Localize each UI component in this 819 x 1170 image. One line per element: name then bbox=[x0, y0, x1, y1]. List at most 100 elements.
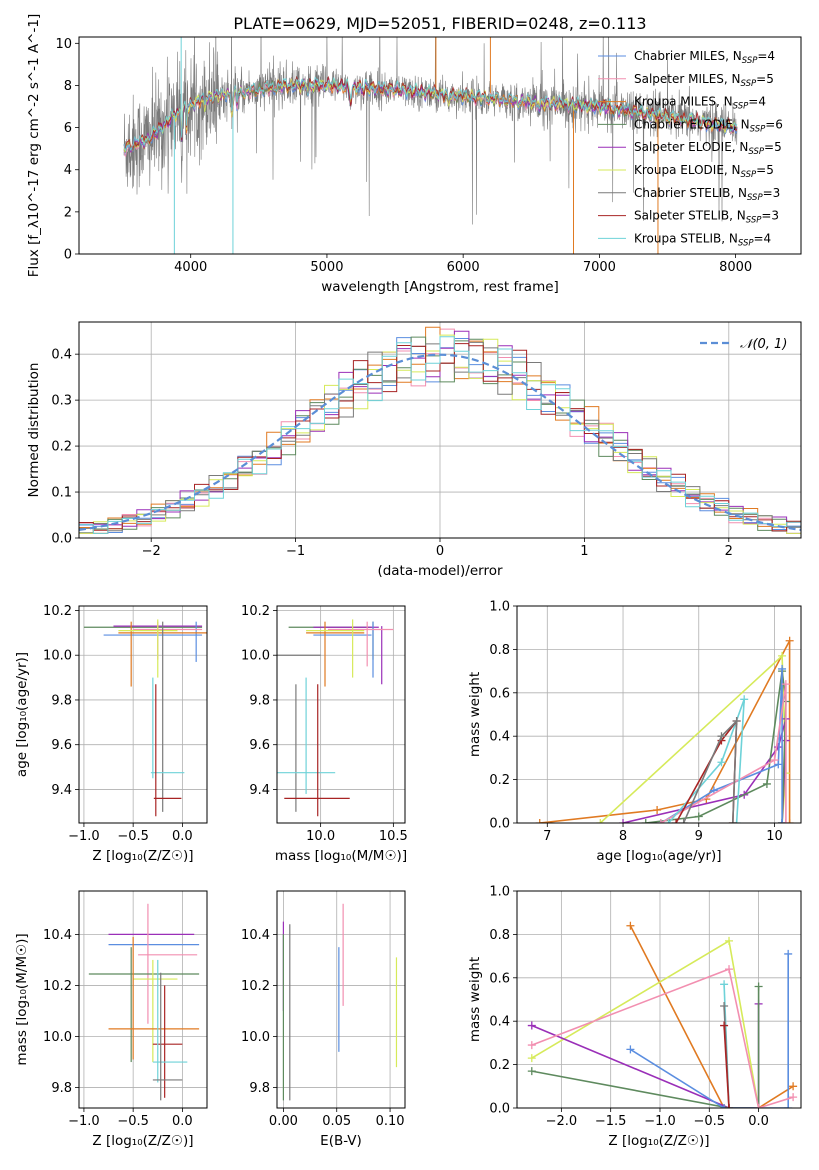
legend-label-chabrier_miles: Chabrier MILES, NSSP=4 bbox=[634, 49, 775, 66]
x-tick-label: 0.10 bbox=[376, 1114, 405, 1129]
x-axis-label: Z [log₁₀(Z/Z☉)] bbox=[608, 1133, 709, 1149]
x-tick-label: 0.0 bbox=[172, 1114, 193, 1129]
series-point-kroupa_miles bbox=[653, 805, 662, 814]
residuals-axes: −2 −1 0 1 2 0.0 0.1 0.2 0.3 0.4 (data-model)/error… bbox=[26, 321, 802, 579]
x-tick-label: 10.0 bbox=[306, 829, 335, 844]
series-line-chabrier_stelib bbox=[682, 718, 738, 823]
series-point-chabrier_miles bbox=[774, 760, 783, 769]
series-point-chabrier_miles bbox=[720, 1104, 729, 1108]
series-line-chabrier_elodie bbox=[645, 670, 787, 823]
series-point-kroupa_elodie bbox=[596, 819, 605, 823]
series-point-kroupa_miles bbox=[785, 819, 794, 823]
x-axis-label: (data-model)/error bbox=[377, 563, 503, 579]
x-axis-label: age [log₁₀(age/yr)] bbox=[596, 848, 721, 864]
y-tick-label: 0.0 bbox=[489, 817, 510, 832]
x-tick-label: 0.05 bbox=[322, 1114, 351, 1129]
y-tick-label: 0.2 bbox=[489, 773, 510, 788]
x-tick-label: 10 bbox=[766, 829, 783, 844]
y-tick-label: 0 bbox=[64, 248, 72, 263]
series-point-chabrier_miles bbox=[784, 949, 793, 958]
y-tick-label: 10 bbox=[55, 37, 72, 52]
series-point-kroupa_miles bbox=[626, 921, 635, 930]
y-tick-label: 10.4 bbox=[43, 928, 72, 943]
x-tick-label: −0.5 bbox=[117, 1114, 149, 1129]
x-tick-label: −2 bbox=[142, 544, 161, 559]
age_vs_mass-frame bbox=[276, 605, 406, 824]
series-point-chabrier_miles bbox=[784, 1104, 793, 1108]
series-point-kroupa_stelib bbox=[664, 819, 673, 823]
series-line-chabrier_miles bbox=[629, 953, 789, 1108]
spectrum-axes: 4000 5000 6000 7000 8000 0 2 4 6 8 10 wavelength [A… bbox=[26, 14, 802, 295]
x-tick-label: 6000 bbox=[447, 260, 480, 275]
y-tick-label: 10.0 bbox=[241, 1030, 270, 1045]
series-point-salpeter_stelib bbox=[725, 1104, 734, 1108]
series-point-kroupa_miles bbox=[535, 819, 544, 823]
series-point-chabrier_elodie bbox=[694, 812, 703, 821]
legend-label-salpeter_elodie: Salpeter ELODIE, NSSP=5 bbox=[634, 140, 782, 157]
x-tick-label: −0.5 bbox=[117, 829, 149, 844]
x-tick-label: 8000 bbox=[719, 260, 752, 275]
weight_vs_Z-plot-area bbox=[527, 921, 798, 1108]
residuals-plot-area bbox=[79, 326, 801, 534]
spectrum-frame bbox=[78, 36, 802, 255]
y-tick-label: 0.8 bbox=[489, 928, 510, 943]
age_vs_mass-axes: 10.0 10.5 9.4 9.6 9.8 10.0 10.2 mass [log₁₀(M/M… bbox=[241, 604, 408, 864]
y-tick-label: 0.2 bbox=[489, 1058, 510, 1073]
y-tick-label: 0.4 bbox=[489, 730, 510, 745]
x-axis-label: Z [log₁₀(Z/Z☉)] bbox=[92, 848, 193, 864]
legend-label-salpeter_stelib: Salpeter STELIB, NSSP=3 bbox=[634, 209, 779, 226]
x-tick-label: 7000 bbox=[583, 260, 616, 275]
y-axis-label: Flux [f_λ10^-17 erg cm^-2 s^-1 A^-1] bbox=[26, 14, 42, 277]
x-axis-label: mass [log₁₀(M/M☉)] bbox=[275, 848, 407, 864]
weight_vs_Z-axes: −2.0 −1.5 −1.0 −0.5 0.0 0.0 0.2 0.4 0.6 0.8 1.0 Z [… bbox=[467, 885, 802, 1149]
series-point-kroupa_elodie bbox=[725, 936, 734, 945]
series-point-chabrier_stelib bbox=[732, 717, 741, 726]
gaussian-legend-label: 𝒩(0, 1) bbox=[740, 337, 787, 352]
age_vs_Z-frame bbox=[78, 605, 208, 824]
y-tick-label: 8 bbox=[64, 79, 72, 94]
series-line-salpeter_miles bbox=[531, 968, 794, 1108]
y-tick-label: 9.6 bbox=[51, 738, 72, 753]
y-tick-label: 6 bbox=[64, 121, 72, 136]
x-tick-label: 10.5 bbox=[379, 829, 408, 844]
y-tick-label: 0.4 bbox=[51, 348, 72, 363]
mass_vs_ebv-frame bbox=[276, 890, 406, 1109]
y-tick-label: 2 bbox=[64, 205, 72, 220]
weight_vs_Z-frame bbox=[516, 890, 802, 1109]
series-point-salpeter_miles bbox=[754, 1104, 763, 1108]
series-point-chabrier_miles bbox=[778, 664, 787, 673]
series-point-chabrier_stelib bbox=[720, 1002, 729, 1011]
y-tick-label: 10.2 bbox=[241, 604, 270, 619]
series-point-salpeter_miles bbox=[781, 819, 790, 823]
mass_vs_Z-plot-area bbox=[88, 903, 200, 1101]
x-tick-label: 0.0 bbox=[172, 829, 193, 844]
series-point-salpeter_miles bbox=[725, 965, 734, 974]
y-tick-label: 4 bbox=[64, 163, 72, 178]
series-point-chabrier_stelib bbox=[717, 732, 726, 741]
age_vs_Z-plot-area bbox=[83, 619, 207, 817]
histogram-kroupa_stelib bbox=[79, 336, 801, 534]
x-tick-label: 4000 bbox=[174, 260, 207, 275]
weight_vs_age-axes: 7 8 9 10 0.0 0.2 0.4 0.6 0.8 1.0 age [log₁₀(age/yr… bbox=[467, 600, 802, 864]
series-point-salpeter_miles bbox=[527, 1041, 536, 1050]
x-axis-label: wavelength [Angstrom, rest frame] bbox=[321, 279, 559, 295]
series-line-kroupa_miles bbox=[539, 640, 791, 823]
mass_vs_Z-axes: −1.0 −0.5 0.0 9.8 10.0 10.2 10.4 Z [log₁₀(Z/Z☉)… bbox=[14, 890, 208, 1149]
gaussian-curve bbox=[79, 353, 801, 531]
y-tick-label: 0.6 bbox=[489, 686, 510, 701]
spectrum-legend: Chabrier MILES, NSSP=4 Salpeter MILES, NS… bbox=[598, 49, 783, 248]
age_vs_mass-plot-area bbox=[277, 619, 394, 817]
series-point-salpeter_miles bbox=[789, 1093, 798, 1102]
legend-label-kroupa_stelib: Kroupa STELIB, NSSP=4 bbox=[634, 231, 771, 248]
mass_vs_ebv-plot-area bbox=[282, 903, 398, 1101]
y-tick-label: 9.4 bbox=[249, 783, 270, 798]
y-tick-label: 10.0 bbox=[43, 649, 72, 664]
series-point-kroupa_stelib bbox=[720, 980, 729, 989]
series-point-chabrier_elodie bbox=[641, 819, 650, 823]
y-tick-label: 10.2 bbox=[43, 604, 72, 619]
series-point-salpeter_stelib bbox=[720, 1021, 729, 1030]
series-line-salpeter_miles bbox=[660, 683, 787, 823]
y-axis-label: Normed distribution bbox=[26, 363, 42, 498]
x-tick-label: −1.5 bbox=[595, 1114, 627, 1129]
